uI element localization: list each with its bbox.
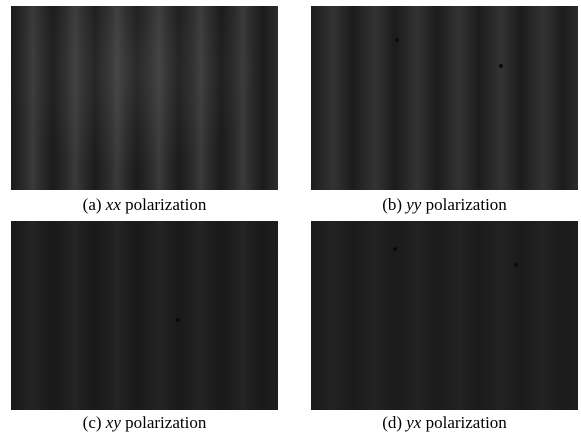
speck (393, 247, 397, 251)
caption: (b) yy polarization (311, 195, 578, 215)
caption: (c) xy polarization (11, 413, 278, 433)
caption-label: (c) (83, 413, 102, 432)
speck (176, 318, 180, 322)
caption-variable: yy (406, 195, 421, 214)
caption-text: polarization (426, 195, 507, 214)
fringe-image (11, 6, 278, 190)
speck (395, 38, 399, 42)
caption-variable: xy (106, 413, 121, 432)
figure: (a) xx polarization (b) yy polarization … (0, 0, 581, 438)
speck (499, 64, 503, 68)
fringe-image (11, 221, 278, 410)
caption-label: (b) (382, 195, 402, 214)
caption-label: (a) (83, 195, 102, 214)
caption-text: polarization (426, 413, 507, 432)
caption-text: polarization (125, 195, 206, 214)
caption: (a) xx polarization (11, 195, 278, 215)
caption-text: polarization (125, 413, 206, 432)
caption: (d) yx polarization (311, 413, 578, 433)
caption-variable: xx (106, 195, 121, 214)
caption-label: (d) (382, 413, 402, 432)
caption-variable: yx (406, 413, 421, 432)
fringe-image (311, 6, 578, 190)
fringe-image (311, 221, 578, 410)
speck (514, 263, 518, 267)
